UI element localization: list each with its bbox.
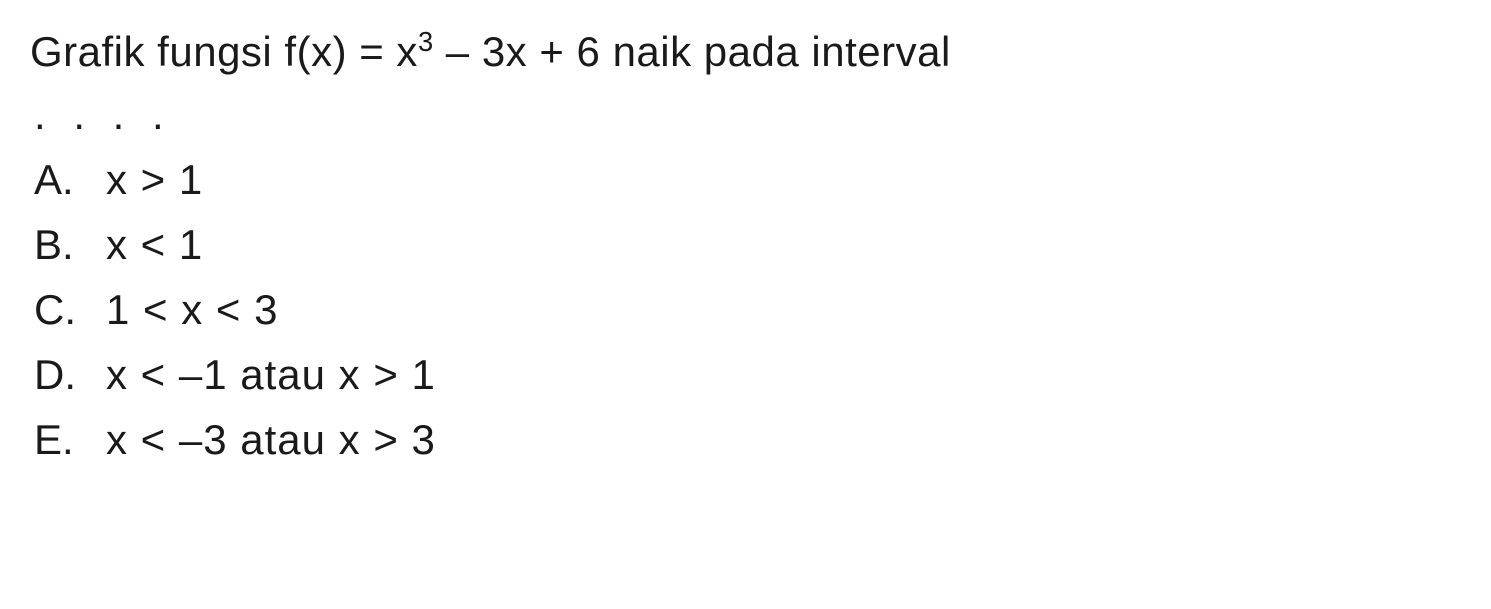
question-text: Grafik fungsi f(x) = x3 – 3x + 6 naik pa… bbox=[30, 20, 1461, 83]
option-content: x < –1 atau x > 1 bbox=[106, 342, 436, 407]
option-content: 1 < x < 3 bbox=[106, 277, 278, 342]
option-letter: E. bbox=[34, 407, 106, 472]
question-suffix: – 3x + 6 naik pada interval bbox=[434, 28, 951, 75]
option-e: E. x < –3 atau x > 3 bbox=[34, 407, 1461, 472]
option-letter: C. bbox=[34, 277, 106, 342]
option-content: x < 1 bbox=[106, 212, 203, 277]
option-content: x < –3 atau x > 3 bbox=[106, 407, 436, 472]
option-content: x > 1 bbox=[106, 147, 203, 212]
option-letter: D. bbox=[34, 342, 106, 407]
option-a: A. x > 1 bbox=[34, 147, 1461, 212]
ellipsis-dots: . . . . bbox=[30, 91, 1461, 139]
option-letter: A. bbox=[34, 147, 106, 212]
question-exponent: 3 bbox=[418, 26, 434, 57]
option-b: B. x < 1 bbox=[34, 212, 1461, 277]
question-prefix: Grafik fungsi f(x) = x bbox=[30, 28, 418, 75]
option-d: D. x < –1 atau x > 1 bbox=[34, 342, 1461, 407]
option-letter: B. bbox=[34, 212, 106, 277]
options-list: A. x > 1 B. x < 1 C. 1 < x < 3 D. x < –1… bbox=[30, 147, 1461, 472]
option-c: C. 1 < x < 3 bbox=[34, 277, 1461, 342]
